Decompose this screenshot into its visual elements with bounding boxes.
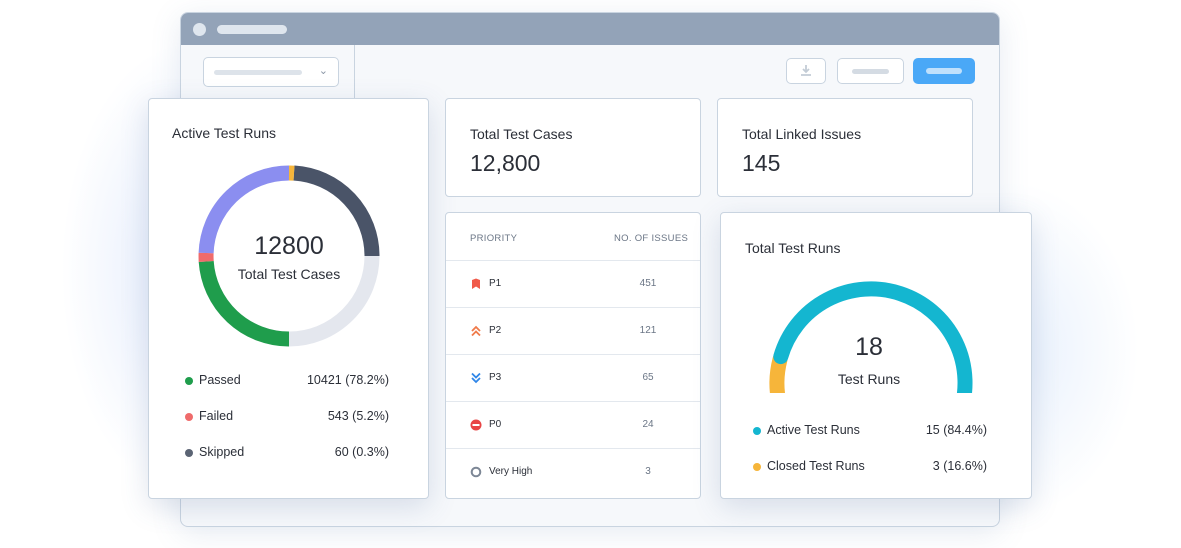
double-chevron-down-icon [471,372,481,384]
table-row[interactable]: P2 121 [446,307,700,354]
total-test-runs-card: Total Test Runs 18 Test Runs Active Test… [720,212,1032,499]
donut-segment-passed [198,260,290,347]
priority-name: P2 [489,325,502,336]
donut-total-value: 12800 [254,232,324,260]
legend-value: 15 (84.4%) [925,423,987,437]
project-dropdown[interactable]: ⌄ [203,57,339,87]
active-test-runs-card: Active Test Runs 12800 Total Test Cases … [148,98,429,499]
window-title-placeholder [217,25,287,34]
dropdown-placeholder [214,70,302,75]
total-test-cases-card: Total Test Cases 12,800 [445,98,701,197]
column-header-priority: PRIORITY [470,233,518,244]
secondary-button[interactable] [837,58,904,84]
title-bar [181,13,999,45]
legend-dot [185,449,193,457]
legend-dot [753,427,761,435]
legend-item-skipped: Skipped 60 (0.3%) [185,444,389,462]
column-header-issues: NO. OF ISSUES [614,233,689,244]
table-row[interactable]: P0 24 [446,401,700,448]
table-row[interactable]: P1 451 [446,260,700,307]
legend-value: 60 (0.3%) [334,445,389,459]
priority-name: P3 [489,372,502,383]
button-label-placeholder [852,69,889,74]
issue-count: 24 [642,419,654,430]
legend-label: Failed [199,409,234,423]
priority-issues-table: PRIORITY NO. OF ISSUES P1 451 P2 121 P3 … [445,212,701,499]
sidebar: ⌄ [181,45,355,105]
stat-value: 12,800 [470,150,541,176]
stat-value: 145 [742,150,781,176]
issue-count: 65 [642,372,654,383]
card-title: Active Test Runs [172,125,277,141]
button-label-placeholder [926,68,962,74]
legend-item-failed: Failed 543 (5.2%) [185,408,389,426]
legend-label: Closed Test Runs [767,459,865,473]
card-title: Total Test Cases [470,126,573,142]
primary-button[interactable] [913,58,975,84]
donut-segment-skipped [293,165,380,257]
gauge-chart [769,281,973,393]
download-icon [801,65,811,76]
priority-name: P0 [489,419,502,430]
gauge-value: 18 [855,333,883,361]
chevron-down-icon: ⌄ [318,65,328,77]
table-row[interactable]: Very High 3 [446,448,700,495]
table-row[interactable]: P3 65 [446,354,700,401]
donut-segment-other [198,165,290,254]
legend-label: Skipped [199,445,245,459]
legend-label: Passed [199,373,241,387]
legend-item-active: Active Test Runs 15 (84.4%) [753,422,987,440]
ring-icon [470,466,482,478]
donut-center: 12800 Total Test Cases [197,164,381,348]
gauge-active-arc [773,281,973,393]
priority-name: Very High [489,466,533,477]
legend-dot [185,377,193,385]
download-button[interactable] [786,58,826,84]
legend-dot [185,413,193,421]
p1-flag-icon [472,278,480,289]
card-title: Total Linked Issues [742,126,862,142]
total-linked-issues-card: Total Linked Issues 145 [717,98,973,197]
legend-value: 10421 (78.2%) [306,373,389,387]
legend-item-closed: Closed Test Runs 3 (16.6%) [753,458,987,476]
legend-dot [753,463,761,471]
issue-count: 3 [645,466,651,477]
double-chevron-up-icon [471,325,481,337]
donut-chart [198,165,380,347]
issue-count: 121 [639,325,657,336]
gauge-closed-arc [769,352,788,393]
gauge-label: Test Runs [837,371,901,387]
priority-name: P1 [489,278,502,289]
issue-count: 451 [639,278,657,289]
legend-value: 3 (16.6%) [932,459,987,473]
legend-value: 543 (5.2%) [327,409,389,423]
legend-item-passed: Passed 10421 (78.2%) [185,372,389,390]
blocker-icon [470,419,482,431]
card-title: Total Test Runs [745,240,841,256]
legend-label: Active Test Runs [767,423,860,437]
donut-total-label: Total Test Cases [237,266,341,282]
window-control-icon[interactable] [193,23,206,36]
